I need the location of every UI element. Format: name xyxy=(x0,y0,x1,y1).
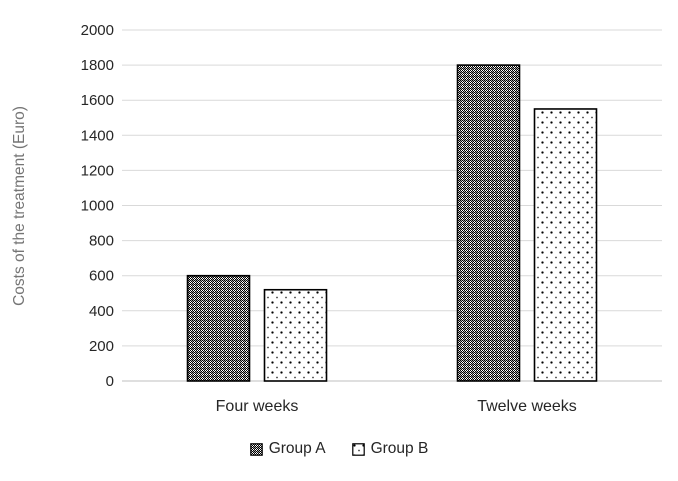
y-tick-label: 400 xyxy=(89,303,114,320)
y-tick-label: 200 xyxy=(89,338,114,355)
legend-label: Group A xyxy=(268,440,326,457)
y-tick-label: 1200 xyxy=(81,162,114,179)
bar-group-b-twelve-weeks xyxy=(533,108,598,382)
legend-swatch-icon xyxy=(351,442,365,456)
y-tick-label: 1800 xyxy=(81,57,114,74)
y-tick-label: 1000 xyxy=(81,198,114,215)
legend-item-group-a: Group A xyxy=(249,440,326,458)
y-tick-label: 600 xyxy=(89,268,114,285)
x-axis-labels: Four weeks Twelve weeks xyxy=(216,398,577,415)
legend-swatch-icon xyxy=(249,442,263,456)
x-axis-label: Four weeks xyxy=(216,398,299,415)
bar-group-a-four-weeks xyxy=(186,274,251,382)
y-axis-title: Costs of the treatment (Euro) xyxy=(11,106,28,306)
y-tick-label: 1600 xyxy=(81,92,114,109)
legend: Group A Group B xyxy=(0,440,678,458)
x-axis-label: Twelve weeks xyxy=(477,398,577,415)
bar-group-b-four-weeks xyxy=(263,288,328,382)
legend-label: Group B xyxy=(370,440,429,457)
y-tick-label: 1400 xyxy=(81,127,114,144)
y-tick-label: 800 xyxy=(89,233,114,250)
y-axis-tick-labels: 0 200 400 600 800 1000 1200 1400 1600 1800 2000 xyxy=(81,22,114,390)
y-tick-label: 0 xyxy=(106,373,114,390)
bar-group-a-twelve-weeks xyxy=(456,64,521,382)
y-tick-label: 2000 xyxy=(81,22,114,39)
legend-item-group-b: Group B xyxy=(351,440,429,458)
bars xyxy=(186,64,598,382)
